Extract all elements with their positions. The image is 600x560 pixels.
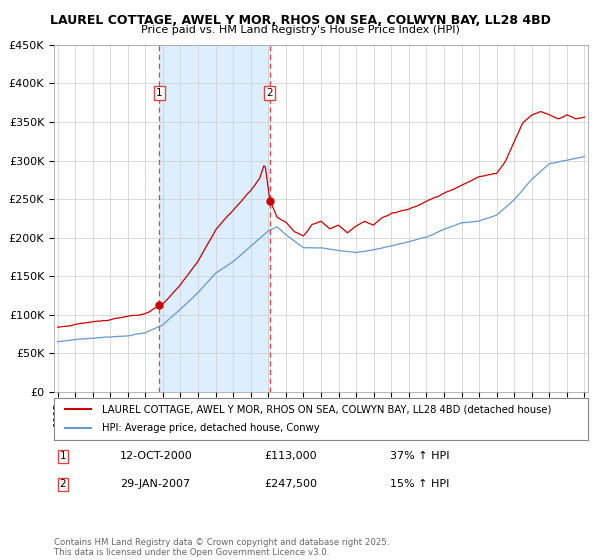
Text: £113,000: £113,000 xyxy=(264,451,317,461)
Text: £247,500: £247,500 xyxy=(264,479,317,489)
Text: 1: 1 xyxy=(156,88,163,99)
Text: 12-OCT-2000: 12-OCT-2000 xyxy=(120,451,193,461)
Text: Price paid vs. HM Land Registry's House Price Index (HPI): Price paid vs. HM Land Registry's House … xyxy=(140,25,460,35)
Text: 1: 1 xyxy=(59,451,67,461)
Text: 2: 2 xyxy=(59,479,67,489)
Text: LAUREL COTTAGE, AWEL Y MOR, RHOS ON SEA, COLWYN BAY, LL28 4BD (detached house): LAUREL COTTAGE, AWEL Y MOR, RHOS ON SEA,… xyxy=(102,404,551,414)
Text: 37% ↑ HPI: 37% ↑ HPI xyxy=(390,451,449,461)
Bar xyxy=(159,45,270,392)
Text: 15% ↑ HPI: 15% ↑ HPI xyxy=(390,479,449,489)
Text: Contains HM Land Registry data © Crown copyright and database right 2025.
This d: Contains HM Land Registry data © Crown c… xyxy=(54,538,389,557)
Text: LAUREL COTTAGE, AWEL Y MOR, RHOS ON SEA, COLWYN BAY, LL28 4BD: LAUREL COTTAGE, AWEL Y MOR, RHOS ON SEA,… xyxy=(50,14,550,27)
Text: HPI: Average price, detached house, Conwy: HPI: Average price, detached house, Conw… xyxy=(102,423,320,433)
Text: 29-JAN-2007: 29-JAN-2007 xyxy=(120,479,190,489)
Text: 2: 2 xyxy=(266,88,273,99)
